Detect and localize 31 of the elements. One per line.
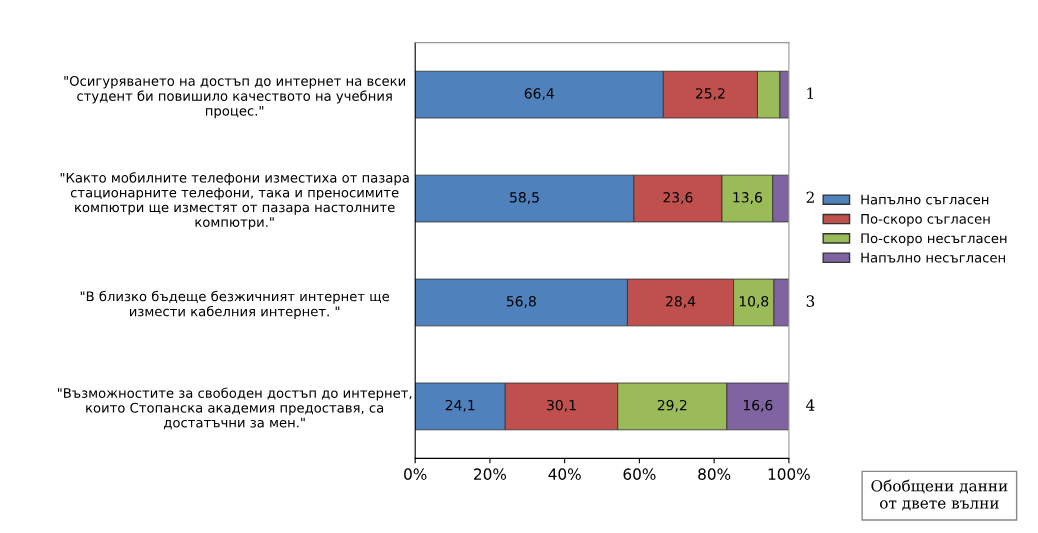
text: 4 [806, 399, 815, 411]
legend-label: Напълно съгласен [861, 194, 989, 205]
text: 1 [807, 87, 814, 99]
data-label: 10,8 [739, 296, 769, 308]
data-label: 30,1 [547, 399, 576, 412]
data-label: 24,1 [445, 399, 475, 412]
legend-label: Напълно несъгласен [861, 252, 1005, 263]
data-label: 66,4 [524, 88, 554, 101]
y-tick-label: "Осигуряването на достъп до интернет на всеки студент би повишило качеството на учебния процес." [64, 75, 405, 119]
legend-label: По-скоро несъгласен [861, 233, 1007, 246]
x-tick-label: 100% [768, 468, 810, 480]
y-tick-label: "Възможностите за свободен достъп до интернет, които Стопанска академия предоставя, са достатъчни за мен." [57, 387, 412, 430]
data-label: 23,6 [663, 192, 693, 204]
x-tick-label: 60% [623, 468, 656, 480]
x-tick-label: 80% [698, 468, 731, 480]
text: Обобщени данни от двете вълни [871, 479, 1008, 511]
x-tick-label: 20% [474, 468, 507, 480]
x-tick-label: 40% [548, 468, 581, 480]
data-label: 29,2 [657, 399, 687, 412]
data-label: 13,6 [733, 192, 762, 204]
legend-label: По-скоро съгласен [861, 214, 990, 227]
data-label: 25,2 [695, 88, 725, 101]
text: 3 [806, 295, 815, 307]
data-label: 58,5 [510, 192, 539, 204]
data-label: 56,8 [506, 296, 536, 308]
data-label: 16,6 [743, 399, 773, 412]
data-label: 28,4 [666, 296, 696, 308]
x-tick-label: 0% [404, 468, 427, 480]
y-tick-label: "Както мобилните телефони изместиха от пазара стационарните телефони, така и преносимите компютри ще изместят от пазара настолните компютри." [60, 172, 409, 230]
y-tick-label: "В близко бъдеще безжичният интернет ще измести кабелния интернет. " [80, 290, 390, 319]
text: 2 [806, 191, 814, 203]
